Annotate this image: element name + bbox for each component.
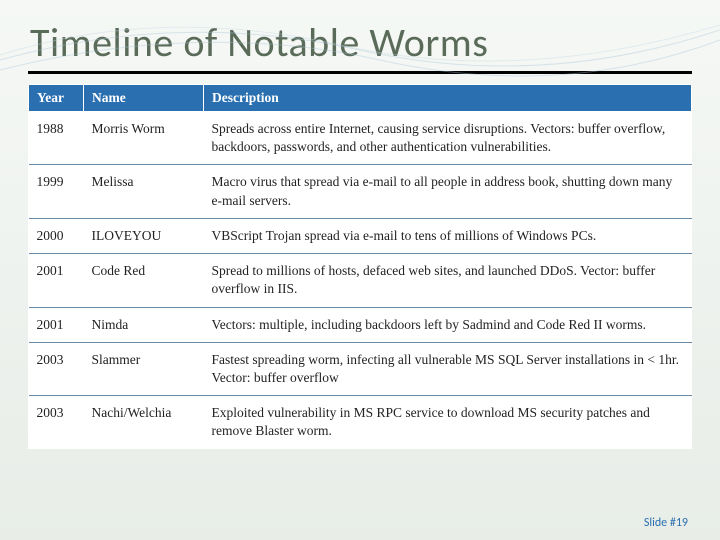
- table-header-row: Year Name Description: [29, 85, 692, 112]
- cell-description: Spread to millions of hosts, defaced web…: [204, 254, 692, 307]
- table-row: 2000ILOVEYOUVBScript Trojan spread via e…: [29, 218, 692, 253]
- table-row: 1988Morris WormSpreads across entire Int…: [29, 112, 692, 165]
- cell-name: Nachi/Welchia: [84, 396, 204, 449]
- cell-description: VBScript Trojan spread via e-mail to ten…: [204, 218, 692, 253]
- cell-description: Spreads across entire Internet, causing …: [204, 112, 692, 165]
- cell-year: 2000: [29, 218, 84, 253]
- cell-description: Vectors: multiple, including backdoors l…: [204, 307, 692, 342]
- cell-description: Exploited vulnerability in MS RPC servic…: [204, 396, 692, 449]
- cell-name: Code Red: [84, 254, 204, 307]
- worms-table-container: Year Name Description 1988Morris WormSpr…: [0, 84, 720, 449]
- cell-name: Nimda: [84, 307, 204, 342]
- cell-name: Melissa: [84, 165, 204, 218]
- cell-year: 2003: [29, 342, 84, 395]
- cell-year: 2003: [29, 396, 84, 449]
- col-header-year: Year: [29, 85, 84, 112]
- cell-year: 2001: [29, 254, 84, 307]
- cell-name: ILOVEYOU: [84, 218, 204, 253]
- cell-description: Macro virus that spread via e-mail to al…: [204, 165, 692, 218]
- title-underline: [28, 71, 692, 74]
- cell-year: 2001: [29, 307, 84, 342]
- slide-number: Slide #19: [644, 516, 688, 530]
- cell-name: Morris Worm: [84, 112, 204, 165]
- col-header-description: Description: [204, 85, 692, 112]
- table-row: 2003SlammerFastest spreading worm, infec…: [29, 342, 692, 395]
- table-row: 1999MelissaMacro virus that spread via e…: [29, 165, 692, 218]
- cell-name: Slammer: [84, 342, 204, 395]
- cell-year: 1999: [29, 165, 84, 218]
- col-header-name: Name: [84, 85, 204, 112]
- table-row: 2003Nachi/WelchiaExploited vulnerability…: [29, 396, 692, 449]
- worms-table: Year Name Description 1988Morris WormSpr…: [28, 84, 692, 449]
- table-row: 2001NimdaVectors: multiple, including ba…: [29, 307, 692, 342]
- cell-year: 1988: [29, 112, 84, 165]
- slide-title: Timeline of Notable Worms: [0, 0, 720, 71]
- cell-description: Fastest spreading worm, infecting all vu…: [204, 342, 692, 395]
- table-row: 2001Code RedSpread to millions of hosts,…: [29, 254, 692, 307]
